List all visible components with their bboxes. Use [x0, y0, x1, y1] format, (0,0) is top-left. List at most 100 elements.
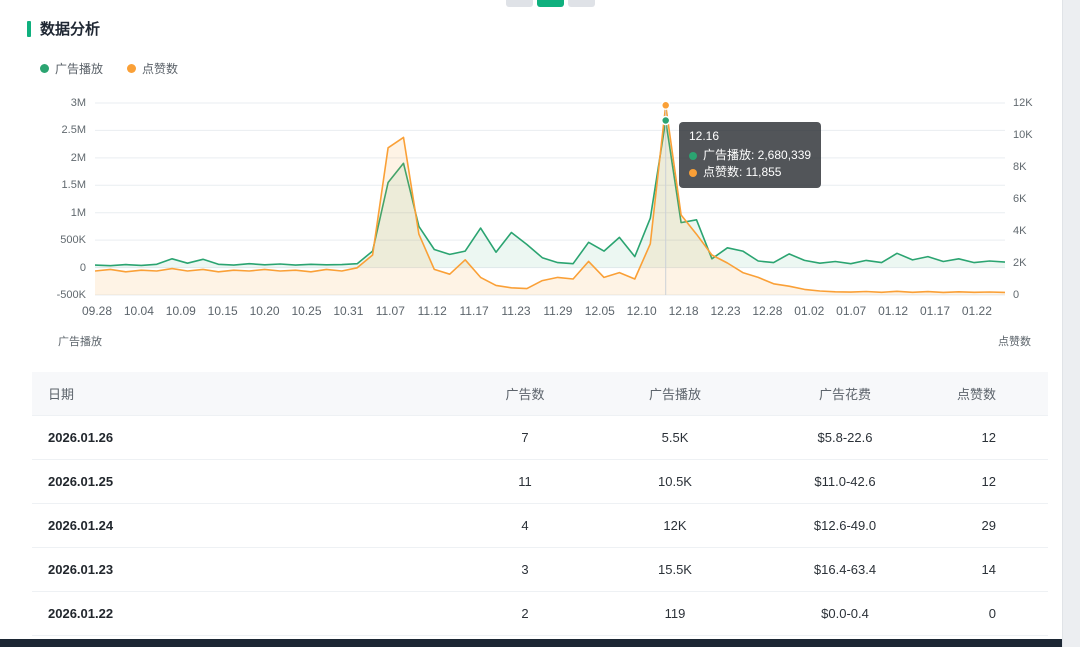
table-cell-value: 7 — [450, 415, 600, 460]
table-cell-value: 12K — [600, 503, 750, 548]
x-axis-tick-label: 10.25 — [291, 304, 322, 318]
legend-dot-icon — [40, 64, 49, 73]
x-axis-tick-label: 10.31 — [333, 304, 364, 318]
table-header-row: 日期 广告数 广告播放 广告花费 点赞数 — [32, 372, 1048, 416]
table-header-cell: 日期 — [32, 372, 450, 416]
tooltip-series-row: 点赞数: 11,855 — [689, 164, 811, 181]
table-cell-value: 119 — [600, 591, 750, 636]
line-chart-plot[interactable] — [95, 95, 1005, 303]
title-accent-bar — [27, 20, 31, 37]
left-axis-title: 广告播放 — [58, 336, 102, 348]
pager-segment-active[interactable] — [537, 0, 564, 7]
legend-item-likes[interactable]: 点赞数 — [127, 60, 178, 77]
table-cell-value: 11 — [450, 459, 600, 504]
table-cell-value: 12 — [940, 415, 1048, 460]
table-row: 2026.01.25 11 10.5K $11.0-42.6 12 — [32, 459, 1048, 504]
x-axis-tick-label: 10.04 — [123, 304, 154, 318]
left-axis-tick-label: 2.5M — [61, 124, 86, 137]
chart: 广告播放 点赞数 3M 2.5M 2M 1.5M 1M 500K 0 -500K 12K 10K… — [0, 44, 1080, 354]
left-axis-tick-label: -500K — [56, 289, 86, 301]
left-axis-tick-label: 1M — [70, 206, 86, 219]
table-header-cell: 广告播放 — [600, 372, 750, 416]
x-axis-tick-label: 12.18 — [668, 304, 699, 318]
x-axis-tick-label: 10.09 — [165, 304, 196, 318]
right-axis-tick-label: 0 — [1013, 289, 1020, 301]
table-cell-date: 2026.01.24 — [32, 503, 450, 548]
table-row: 2026.01.24 4 12K $12.6-49.0 29 — [32, 503, 1048, 548]
tooltip-series-dot-icon — [689, 168, 697, 177]
tooltip-date: 12.16 — [689, 129, 720, 143]
x-axis-tick-label: 10.15 — [207, 304, 238, 318]
right-axis-tick-label: 4K — [1013, 225, 1027, 237]
pager-segment[interactable] — [568, 0, 595, 7]
table-row: 2026.01.23 3 15.5K $16.4-63.4 14 — [32, 547, 1048, 592]
table-cell-value: 5.5K — [600, 415, 750, 460]
x-axis-tick-label: 10.20 — [249, 304, 280, 318]
legend-label: 点赞数 — [142, 62, 179, 76]
table-cell-value: 10.5K — [600, 459, 750, 504]
x-axis-tick-label: 01.07 — [836, 304, 867, 318]
chart-tooltip: 12.16 广告播放: 2,680,339 点赞数: 11,855 — [679, 122, 822, 188]
right-axis-tick-label: 12K — [1013, 97, 1033, 109]
table-row: 2026.01.22 2 119 $0.0-0.4 0 — [32, 591, 1048, 636]
table-cell-date: 2026.01.22 — [32, 591, 450, 636]
pager-segment[interactable] — [506, 0, 533, 7]
x-axis-tick-label: 12.10 — [626, 304, 657, 318]
table-cell-value: $12.6-49.0 — [750, 503, 940, 548]
tooltip-series-value: 点赞数: 11,855 — [703, 165, 782, 179]
x-axis-tick-label: 11.07 — [375, 304, 405, 318]
table-cell-value: 0 — [940, 591, 1048, 636]
section-header: 数据分析 — [27, 18, 100, 39]
table-cell-date: 2026.01.23 — [32, 547, 450, 592]
x-axis-tick-label: 11.29 — [543, 304, 573, 318]
table-header-cell: 点赞数 — [940, 372, 1048, 416]
scrollbar-track[interactable] — [1062, 0, 1080, 647]
x-axis-tick-label: 01.02 — [794, 304, 825, 318]
x-axis-tick-label: 01.17 — [919, 304, 951, 318]
left-axis-tick-label: 3M — [70, 97, 86, 109]
table-cell-value: 29 — [940, 503, 1048, 548]
x-axis-tick-label: 01.12 — [878, 304, 909, 318]
tooltip-series-value: 广告播放: 2,680,339 — [703, 148, 812, 162]
right-axis-title: 点赞数 — [998, 336, 1031, 348]
table-row: 2026.01.26 7 5.5K $5.8-22.6 12 — [32, 415, 1048, 460]
x-axis-tick-label: 01.22 — [961, 304, 992, 318]
table-header-cell: 广告花费 — [750, 372, 940, 416]
tooltip-series-dot-icon — [689, 151, 697, 160]
left-axis-tick-label: 2M — [70, 151, 86, 164]
right-axis-tick-label: 2K — [1013, 257, 1027, 269]
legend-item-ad-plays[interactable]: 广告播放 — [40, 60, 103, 77]
right-axis-tick-label: 8K — [1013, 161, 1027, 173]
page-title: 数据分析 — [40, 21, 101, 38]
data-table: 日期 广告数 广告播放 广告花费 点赞数 2026.01.26 7 5.5K $5.8-22.… — [32, 372, 1048, 647]
table-cell-value: 4 — [450, 503, 600, 548]
table-cell-value: 2 — [450, 591, 600, 636]
table-cell-date: 2026.01.26 — [32, 415, 450, 460]
table-cell-value: 15.5K — [600, 547, 750, 592]
table-cell-date: 2026.01.25 — [32, 459, 450, 504]
left-axis-tick-label: 1.5M — [61, 179, 86, 192]
x-axis-tick-label: 09.28 — [81, 304, 113, 318]
tooltip-series-row: 广告播放: 2,680,339 — [689, 147, 811, 164]
x-axis-tick-label: 12.23 — [710, 304, 741, 318]
table-cell-value: $5.8-22.6 — [750, 415, 940, 460]
x-axis-tick-label: 12.05 — [584, 304, 615, 318]
right-axis-tick-label: 6K — [1013, 193, 1027, 205]
x-axis-tick-label: 11.23 — [501, 304, 531, 318]
table-cell-value: $11.0-42.6 — [750, 459, 940, 504]
table-header-cell: 广告数 — [450, 372, 600, 416]
table-cell-value: $0.0-0.4 — [750, 591, 940, 636]
chart-legend: 广告播放 点赞数 — [40, 60, 178, 77]
x-axis-tick-label: 12.28 — [752, 304, 783, 318]
x-axis-tick-label: 11.12 — [417, 304, 447, 318]
right-axis-tick-label: 10K — [1013, 129, 1033, 141]
table-cell-value: 3 — [450, 547, 600, 592]
legend-label: 广告播放 — [55, 62, 104, 76]
table-cell-value: $16.4-63.4 — [750, 547, 940, 592]
data-table-container: 日期 广告数 广告播放 广告花费 点赞数 2026.01.26 7 5.5K $5.8-22.… — [32, 372, 1048, 647]
top-pagination-partial — [506, 0, 595, 7]
bottom-bar — [0, 639, 1063, 647]
table-cell-value: 12 — [940, 459, 1048, 504]
table-cell-value: 14 — [940, 547, 1048, 592]
